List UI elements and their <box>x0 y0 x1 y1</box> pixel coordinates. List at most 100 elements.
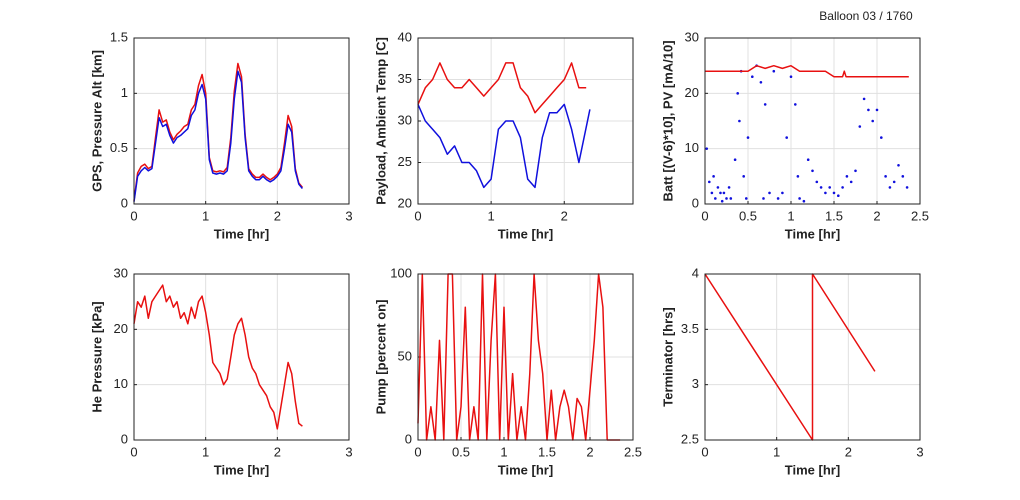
x-tick-label: 2.5 <box>911 208 929 223</box>
y-axis-label: Terminator [hrs] <box>660 307 675 406</box>
scatter-point <box>837 194 840 197</box>
scatter-point <box>762 197 765 200</box>
axes-box <box>417 273 634 441</box>
x-tick-label: 0 <box>701 208 708 223</box>
scatter-point <box>854 169 857 173</box>
scatter-point <box>722 191 726 195</box>
y-tick-label: 30 <box>685 29 699 44</box>
x-tick-label: 2 <box>561 208 568 223</box>
y-tick-label: 1.5 <box>110 29 128 44</box>
axes-box <box>704 37 921 205</box>
y-axis-label: Payload, Ambient Temp [C] <box>373 37 388 205</box>
x-tick-label: 2 <box>586 444 593 459</box>
scatter-point <box>785 136 788 139</box>
scatter-point <box>794 103 797 106</box>
scatter-point <box>763 103 767 106</box>
scatter-point <box>832 191 836 195</box>
y-tick-label: 2.5 <box>681 431 699 446</box>
scatter-point <box>819 186 823 189</box>
scatter-point <box>705 147 709 150</box>
scatter-point <box>720 199 724 203</box>
scatter-point <box>744 197 748 200</box>
scatter-point <box>746 136 750 139</box>
x-tick-label: 0 <box>130 444 137 459</box>
x-axis-label: Time [hr] <box>785 462 840 477</box>
x-tick-label: 1.5 <box>825 208 843 223</box>
y-tick-label: 1 <box>121 85 128 100</box>
scatter-point <box>768 191 771 195</box>
x-tick-label: 2 <box>873 208 880 223</box>
data-line <box>417 62 587 114</box>
x-axis-label: Time [hr] <box>498 226 553 241</box>
x-tick-label: 3 <box>345 444 352 459</box>
scatter-point <box>875 108 879 112</box>
x-tick-label: 0 <box>414 444 421 459</box>
y-tick-label: 25 <box>398 154 412 169</box>
scatter-point <box>815 180 819 184</box>
x-tick-label: 0.5 <box>452 444 470 459</box>
x-tick-label: 1 <box>787 208 794 223</box>
scatter-point <box>733 158 737 162</box>
x-axis-label: Time [hr] <box>785 226 840 241</box>
y-tick-label: 3.5 <box>681 321 699 336</box>
x-axis-label: Time [hr] <box>498 462 553 477</box>
x-tick-label: 2 <box>845 444 852 459</box>
y-tick-label: 4 <box>692 265 699 280</box>
x-tick-label: 1.5 <box>538 444 556 459</box>
x-tick-label: 1 <box>488 208 495 223</box>
x-tick-label: 1 <box>202 444 209 459</box>
y-tick-label: 20 <box>685 85 699 100</box>
data-line <box>705 64 909 78</box>
scatter-point <box>796 175 800 178</box>
y-tick-label: 35 <box>398 71 412 86</box>
scatter-point <box>867 108 870 112</box>
scatter-point <box>828 186 831 189</box>
x-tick-label: 1 <box>773 444 780 459</box>
scatter-point <box>708 180 711 184</box>
scatter-point <box>884 175 887 178</box>
data-line <box>133 70 303 202</box>
y-tick-label: 0 <box>405 431 412 446</box>
y-tick-label: 30 <box>114 265 128 280</box>
scatter-point <box>781 191 784 195</box>
scatter-point <box>806 158 810 162</box>
axes-box <box>704 273 921 441</box>
scatter-point <box>789 75 793 79</box>
scatter-point <box>845 175 849 178</box>
scatter-point <box>727 186 731 189</box>
scatter-point <box>841 186 844 189</box>
y-axis-label: GPS, Pressure Alt [km] <box>89 50 104 192</box>
y-tick-label: 0 <box>692 195 699 210</box>
x-tick-label: 3 <box>345 208 352 223</box>
data-line <box>704 273 876 441</box>
scatter-point <box>729 197 733 200</box>
y-axis-label: Pump [percent on] <box>373 300 388 415</box>
figure-title: Balloon 03 / 1760 <box>819 9 913 23</box>
y-tick-label: 10 <box>114 376 128 391</box>
y-axis-label: Batt [(V-6)*10], PV [mA/10] <box>660 40 675 201</box>
axes-box <box>133 37 350 205</box>
scatter-point <box>714 197 717 200</box>
scatter-point <box>738 119 741 123</box>
scatter-point <box>716 186 720 189</box>
y-tick-label: 20 <box>398 195 412 210</box>
scatter-point <box>811 169 814 173</box>
scatter-point <box>712 175 715 178</box>
y-tick-label: 20 <box>114 321 128 336</box>
y-tick-label: 40 <box>398 29 412 44</box>
x-tick-label: 2.5 <box>624 444 642 459</box>
x-tick-label: 0 <box>130 208 137 223</box>
scatter-point <box>858 125 862 128</box>
y-tick-label: 30 <box>398 112 412 127</box>
x-tick-label: 0.5 <box>739 208 757 223</box>
x-axis-label: Time [hr] <box>214 462 269 477</box>
scatter-point <box>892 180 896 184</box>
scatter-point <box>776 197 780 200</box>
x-tick-label: 1 <box>500 444 507 459</box>
y-tick-label: 0 <box>121 431 128 446</box>
scatter-point <box>871 119 874 123</box>
x-axis-label: Time [hr] <box>214 226 269 241</box>
scatter-point <box>824 191 827 195</box>
